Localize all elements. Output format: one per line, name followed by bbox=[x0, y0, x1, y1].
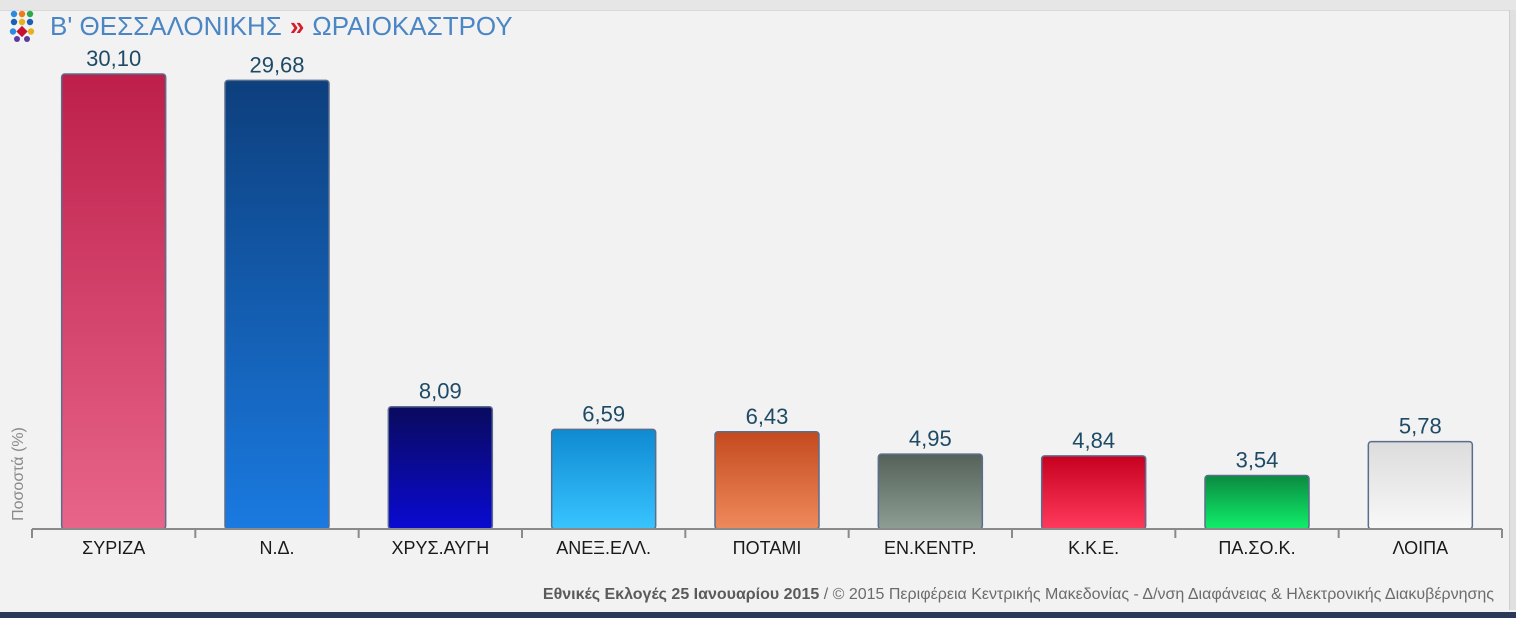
region-title: Β' ΘΕΣΣΑΛΟΝΙΚΗΣ bbox=[50, 10, 282, 41]
bar-value-label: 30,10 bbox=[86, 46, 141, 71]
x-tick-label: ΛΟΙΠΑ bbox=[1393, 538, 1449, 558]
x-tick-label: ΠΑ.ΣΟ.Κ. bbox=[1218, 538, 1295, 558]
x-tick-label: Ν.Δ. bbox=[259, 538, 294, 558]
x-axis: ΣΥΡΙΖΑ Ν.Δ. ΧΡΥΣ.ΑΥΓΗ ΑΝΕΞ.ΕΛΛ. ΠΟΤΑΜΙ ΕΝ.ΚΕΝ… bbox=[31, 528, 1503, 558]
bar-value-label: 8,09 bbox=[419, 379, 462, 404]
footer: Εθνικές Εκλογές 25 Ιανουαρίου 2015 / © 2… bbox=[543, 586, 1494, 604]
x-tick-label: ΣΥΡΙΖΑ bbox=[82, 538, 145, 558]
bar-value-label: 3,54 bbox=[1236, 447, 1279, 472]
x-tick-label: ΠΟΤΑΜΙ bbox=[733, 538, 802, 558]
bar-value-label: 4,84 bbox=[1072, 428, 1115, 453]
bar-6 bbox=[877, 453, 984, 530]
bar-1 bbox=[60, 73, 167, 530]
bar-4 bbox=[550, 428, 657, 530]
bar-value-label: 6,59 bbox=[582, 401, 625, 426]
y-axis-label: Ποσοστά (%) bbox=[10, 427, 27, 521]
bar-7 bbox=[1040, 455, 1147, 530]
bar-value-label: 29,68 bbox=[249, 52, 304, 77]
bar-value-label: 6,43 bbox=[746, 404, 789, 429]
chart-header: Β' ΘΕΣΣΑΛΟΝΙΚΗΣ» ΩΡΑΙΟΚΑΣΤΡΟΥ bbox=[8, 8, 513, 44]
bar-5 bbox=[714, 431, 820, 530]
footer-credit: / © 2015 Περιφέρεια Κεντρικής Μακεδονίας… bbox=[819, 586, 1494, 603]
bar-2 bbox=[224, 79, 330, 530]
x-tick-label: ΑΝΕΞ.ΕΛΛ. bbox=[556, 538, 651, 558]
bar-value-label: 4,95 bbox=[909, 426, 952, 451]
x-tick-label: Κ.Κ.Ε. bbox=[1068, 538, 1119, 558]
footer-election: Εθνικές Εκλογές 25 Ιανουαρίου 2015 bbox=[542, 586, 820, 603]
x-tick-label: ΕΝ.ΚΕΝΤΡ. bbox=[884, 538, 977, 558]
bar-9 bbox=[1367, 440, 1474, 530]
breadcrumb-separator: » bbox=[289, 10, 305, 41]
bar-8 bbox=[1204, 474, 1310, 530]
window-edge bbox=[1509, 10, 1516, 610]
bar-value-label: 5,78 bbox=[1399, 414, 1442, 439]
municipality-title: ΩΡΑΙΟΚΑΣΤΡΟΥ bbox=[312, 10, 513, 41]
bar-3 bbox=[387, 405, 494, 530]
top-strip bbox=[0, 0, 1516, 11]
bottom-bar bbox=[0, 612, 1516, 618]
page-title: Β' ΘΕΣΣΑΛΟΝΙΚΗΣ» ΩΡΑΙΟΚΑΣΤΡΟΥ bbox=[50, 11, 513, 42]
x-tick-label: ΧΡΥΣ.ΑΥΓΗ bbox=[391, 538, 489, 558]
bars-group: 30,10 29,68 8,09 6,59 6,43 4,95 4,84 3,54 5,78 bbox=[60, 46, 1474, 530]
logo-icon bbox=[9, 10, 35, 42]
